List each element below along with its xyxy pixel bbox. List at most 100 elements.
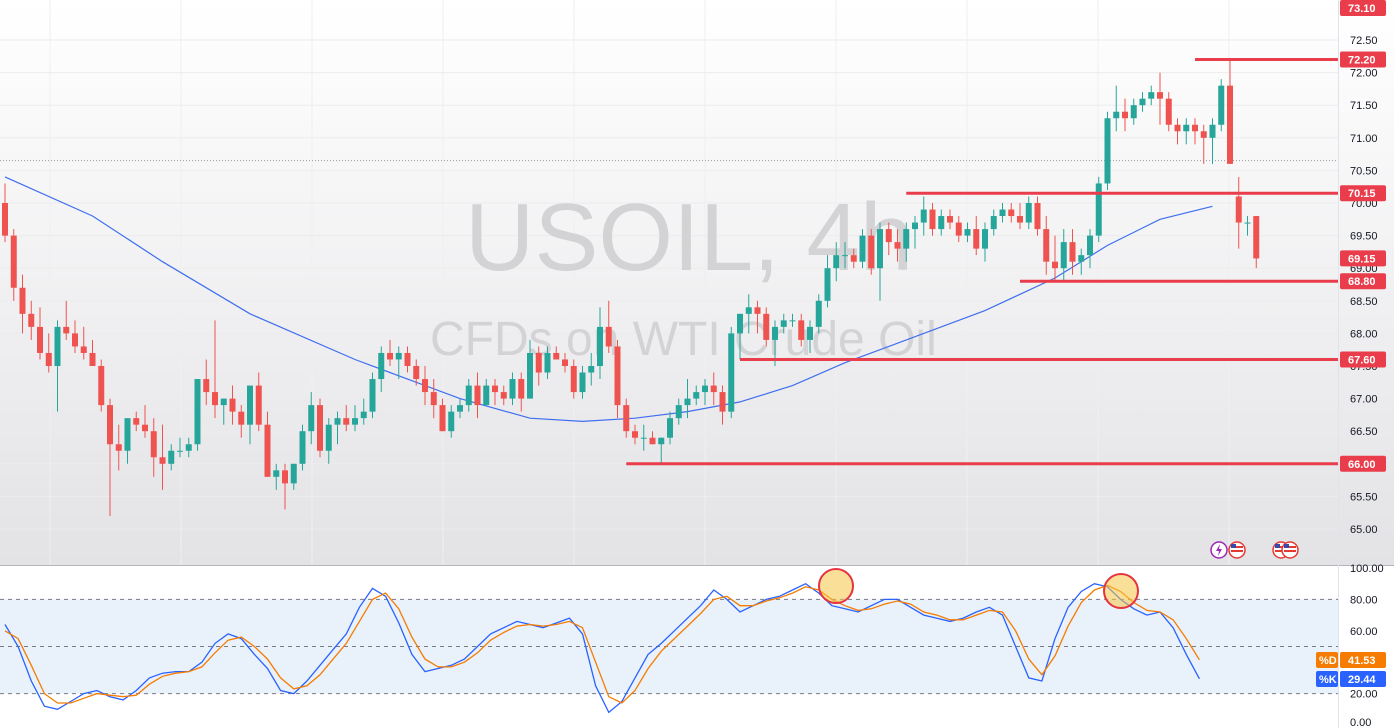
candle — [1174, 118, 1181, 145]
candle-body — [868, 235, 875, 269]
candle-body — [1227, 85, 1233, 164]
candle-body — [115, 444, 122, 451]
y-tick-label: 72.50 — [1350, 35, 1378, 47]
y-tick-label: 65.00 — [1350, 524, 1378, 536]
candle — [1139, 92, 1146, 112]
candle — [247, 385, 253, 445]
candle — [597, 307, 603, 380]
candle-body — [1148, 92, 1155, 99]
candle-body — [920, 209, 927, 223]
candle-body — [955, 222, 962, 236]
candle-body — [842, 255, 848, 257]
candle-body — [1095, 183, 1102, 236]
candle-body — [404, 352, 411, 366]
candle — [1069, 229, 1076, 275]
level-tag — [1340, 351, 1386, 368]
level-label: 67.60 — [1348, 354, 1376, 366]
candle — [728, 326, 735, 419]
watermark-description: CFDs on WTI Crude Oil — [430, 313, 937, 366]
candle — [299, 424, 306, 471]
candle-body — [282, 470, 288, 484]
candle — [850, 248, 857, 269]
candle — [1008, 203, 1015, 223]
candle-body — [579, 372, 586, 393]
candle — [667, 411, 673, 445]
candle-body — [1244, 222, 1251, 224]
candle — [798, 313, 805, 347]
candle — [588, 352, 595, 386]
candle-body — [325, 424, 332, 451]
candle-body — [719, 392, 726, 412]
level-label: 66.00 — [1348, 459, 1376, 471]
candle-body — [1192, 124, 1198, 132]
candle-body — [649, 437, 656, 445]
top-price-label: 73.10 — [1348, 3, 1376, 15]
candle-body — [929, 209, 936, 230]
candle-body — [710, 385, 717, 393]
us-flag-icon[interactable] — [1281, 541, 1299, 559]
candle-body — [133, 418, 140, 425]
level-label: 69.15 — [1348, 253, 1376, 265]
stoch-value-label: 29.44 — [1348, 674, 1376, 686]
candle — [990, 209, 997, 236]
candle — [964, 222, 971, 243]
candle-body — [509, 379, 516, 399]
level-tag — [1340, 185, 1386, 202]
candle-body — [745, 307, 752, 314]
level-tag — [1340, 250, 1386, 267]
candle-body — [938, 216, 945, 230]
candle — [185, 437, 192, 458]
flash-event-icon[interactable] — [1210, 541, 1228, 559]
candle — [343, 405, 350, 432]
level-label: 68.80 — [1348, 276, 1376, 288]
candle — [737, 313, 743, 360]
event-icons[interactable] — [1210, 541, 1299, 559]
y-tick-label: 68.00 — [1350, 328, 1378, 340]
candle — [492, 379, 498, 406]
candle-body — [824, 268, 831, 301]
candle — [334, 411, 341, 445]
candle — [903, 222, 910, 262]
candle — [142, 405, 148, 438]
candle-body — [570, 366, 577, 393]
candle-body — [203, 379, 210, 393]
candle — [562, 352, 568, 373]
stoch-name-tag — [1316, 652, 1338, 668]
candle-body — [903, 229, 910, 249]
stoch-tick-label: 60.00 — [1350, 626, 1378, 638]
candle-body — [308, 405, 315, 432]
level-tag — [1340, 455, 1386, 472]
us-flag-icon[interactable] — [1228, 541, 1246, 559]
candle — [710, 372, 717, 406]
candle-body — [737, 313, 743, 334]
candle — [264, 411, 271, 477]
candle-body — [457, 405, 463, 412]
level-tag — [1340, 273, 1386, 290]
candle-body — [658, 437, 665, 445]
candle — [220, 398, 227, 425]
candle-body — [334, 418, 341, 425]
candle — [807, 320, 813, 353]
y-tick-label: 66.50 — [1350, 426, 1378, 438]
candle-body — [912, 222, 918, 230]
candle-body — [1253, 216, 1260, 259]
candle — [1183, 118, 1190, 145]
candle-body — [19, 287, 26, 314]
candle-body — [1209, 124, 1216, 138]
candle-body — [395, 352, 402, 360]
candle — [37, 307, 43, 360]
candle-body — [369, 379, 376, 412]
candle-body — [518, 379, 525, 399]
candle-body — [605, 326, 612, 347]
candle — [54, 320, 61, 412]
candle-body — [597, 326, 603, 366]
candle-body — [815, 300, 822, 327]
candle-body — [1017, 216, 1023, 223]
candle-body — [553, 352, 560, 360]
candle — [63, 300, 70, 340]
candle — [212, 320, 218, 419]
y-tick-label: 71.00 — [1350, 133, 1378, 145]
candle — [833, 242, 840, 282]
candle-body — [798, 320, 805, 340]
candle — [457, 398, 463, 419]
